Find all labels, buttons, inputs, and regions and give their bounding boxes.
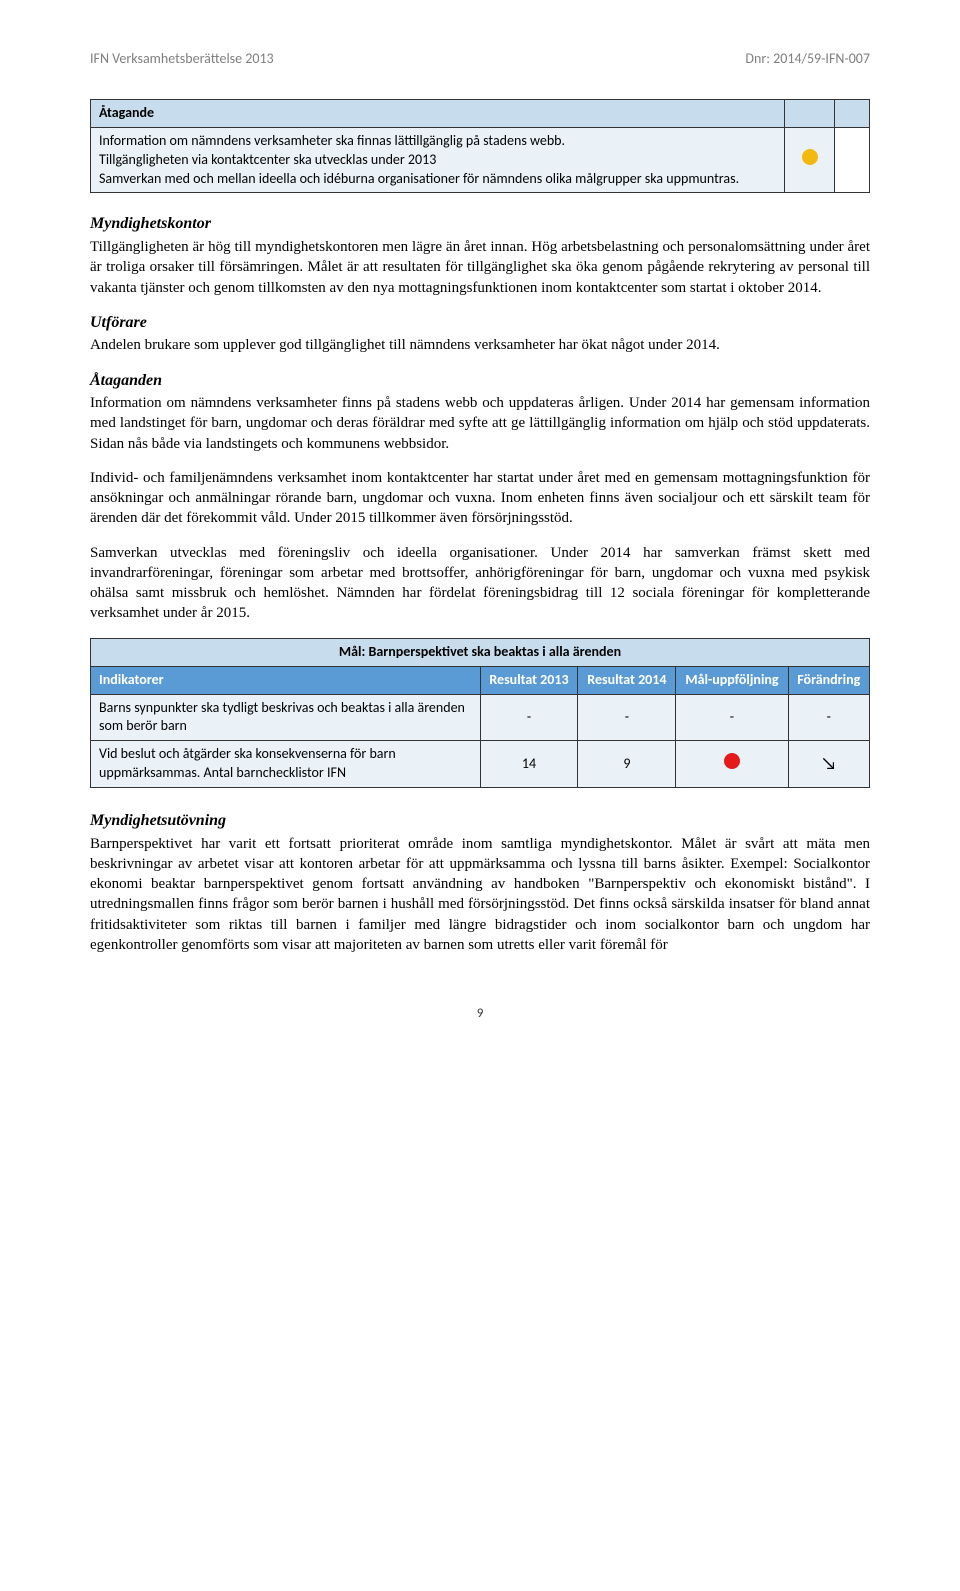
table2-col4: Förändring xyxy=(788,666,869,694)
table1-empty-cell xyxy=(835,127,870,193)
section2-paragraph: Barnperspektivet har varit ett fortsatt … xyxy=(90,834,870,956)
header-left: IFN Verksamhetsberättelse 2013 xyxy=(90,50,274,69)
result-2013-cell: 14 xyxy=(480,741,578,788)
page-header: IFN Verksamhetsberättelse 2013 Dnr: 2014… xyxy=(90,50,870,69)
section-heading: Utförare xyxy=(90,312,870,334)
table-row: Barns synpunkter ska tydligt beskrivas o… xyxy=(91,694,481,741)
section-paragraph: Individ- och familjenämndens verksamhet … xyxy=(90,468,870,529)
table1-status-cell xyxy=(785,127,835,193)
mal-cell xyxy=(676,741,788,788)
section-myndighet: Myndighetsutövning Barnperspektivet har … xyxy=(90,810,870,955)
commitment-table: Åtagande Information om nämndens verksam… xyxy=(90,99,870,194)
forandring-cell: - xyxy=(788,694,869,741)
section-heading: Åtaganden xyxy=(90,370,870,392)
table2-title: Mål: Barnperspektivet ska beaktas i alla… xyxy=(91,638,870,666)
table2-col0: Indikatorer xyxy=(91,666,481,694)
table1-header-empty xyxy=(835,99,870,127)
section-paragraph: Information om nämndens verksamheter fin… xyxy=(90,393,870,454)
result-2013-cell: - xyxy=(480,694,578,741)
mal-cell: - xyxy=(676,694,788,741)
section-heading: Myndighetskontor xyxy=(90,213,870,235)
arrow-down-icon: ↘ xyxy=(821,754,837,772)
header-right: Dnr: 2014/59-IFN-007 xyxy=(745,50,870,69)
table2-col3: Mål-uppföljning xyxy=(676,666,788,694)
section2-heading: Myndighetsutövning xyxy=(90,810,870,832)
section-paragraph: Samverkan utvecklas med föreningsliv och… xyxy=(90,543,870,624)
result-2014-cell: 9 xyxy=(578,741,676,788)
section-paragraph: Andelen brukare som upplever god tillgän… xyxy=(90,335,870,355)
forandring-cell: ↘ xyxy=(788,741,869,788)
table1-content: Information om nämndens verksamheter ska… xyxy=(91,127,785,193)
status-dot-icon xyxy=(802,149,818,165)
table-row: Vid beslut och åtgärder ska konsekvenser… xyxy=(91,741,481,788)
section-paragraph: Tillgängligheten är hög till myndighetsk… xyxy=(90,237,870,298)
indicator-table: Mål: Barnperspektivet ska beaktas i alla… xyxy=(90,638,870,788)
page-number: 9 xyxy=(90,1005,870,1023)
result-2014-cell: - xyxy=(578,694,676,741)
status-dot-icon xyxy=(724,753,740,769)
table2-col1: Resultat 2013 xyxy=(480,666,578,694)
table1-header: Åtagande xyxy=(91,99,785,127)
sections-container: MyndighetskontorTillgängligheten är hög … xyxy=(90,213,870,623)
table1-header-status xyxy=(785,99,835,127)
table2-col2: Resultat 2014 xyxy=(578,666,676,694)
